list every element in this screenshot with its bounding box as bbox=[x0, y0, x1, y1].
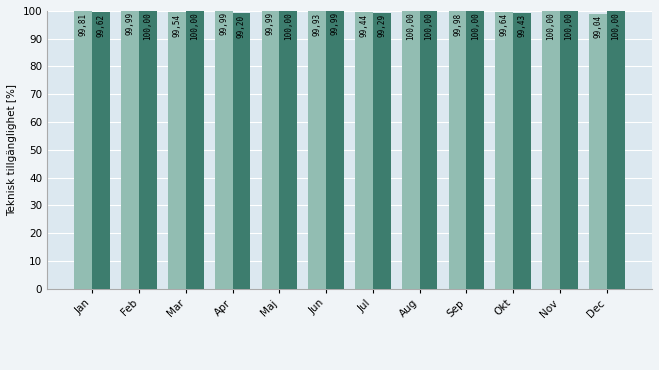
Text: 99,93: 99,93 bbox=[313, 13, 322, 36]
Bar bbox=[186, 11, 204, 289]
Text: 99,54: 99,54 bbox=[173, 14, 181, 37]
Bar bbox=[607, 11, 625, 289]
Text: 99,99: 99,99 bbox=[266, 12, 275, 36]
Bar bbox=[589, 14, 607, 289]
Text: 99,20: 99,20 bbox=[237, 14, 246, 38]
Text: 100,00: 100,00 bbox=[611, 12, 620, 40]
Text: 99,62: 99,62 bbox=[97, 13, 105, 37]
Bar bbox=[496, 12, 513, 289]
Bar bbox=[308, 11, 326, 289]
Text: 100,00: 100,00 bbox=[564, 12, 573, 40]
Bar bbox=[215, 11, 233, 289]
Text: 100,00: 100,00 bbox=[190, 12, 199, 40]
Bar bbox=[560, 11, 578, 289]
Bar bbox=[326, 11, 344, 289]
Text: 99,81: 99,81 bbox=[79, 13, 88, 36]
Text: 99,04: 99,04 bbox=[593, 15, 602, 38]
Text: 99,29: 99,29 bbox=[378, 14, 386, 37]
Bar bbox=[467, 11, 484, 289]
Bar bbox=[355, 13, 373, 289]
Text: 99,43: 99,43 bbox=[517, 14, 527, 37]
Bar bbox=[373, 13, 391, 289]
Text: 100,00: 100,00 bbox=[284, 12, 293, 40]
Text: 99,99: 99,99 bbox=[126, 12, 134, 36]
Bar bbox=[262, 11, 279, 289]
Bar bbox=[449, 11, 467, 289]
Bar bbox=[513, 13, 531, 289]
Bar bbox=[168, 12, 186, 289]
Text: 100,00: 100,00 bbox=[407, 12, 415, 40]
Text: 100,00: 100,00 bbox=[424, 12, 433, 40]
Bar bbox=[74, 11, 92, 289]
Text: 99,99: 99,99 bbox=[331, 12, 339, 36]
Bar bbox=[92, 12, 110, 289]
Text: 100,00: 100,00 bbox=[144, 12, 152, 40]
Text: 100,00: 100,00 bbox=[546, 12, 556, 40]
Bar bbox=[233, 13, 250, 289]
Bar bbox=[279, 11, 297, 289]
Text: 100,00: 100,00 bbox=[471, 12, 480, 40]
Text: 99,64: 99,64 bbox=[500, 13, 509, 37]
Text: 99,98: 99,98 bbox=[453, 12, 462, 36]
Bar bbox=[139, 11, 157, 289]
Y-axis label: Teknisk tillgänglighet [%]: Teknisk tillgänglighet [%] bbox=[7, 84, 17, 216]
Bar bbox=[542, 11, 560, 289]
Bar bbox=[420, 11, 438, 289]
Bar bbox=[121, 11, 139, 289]
Text: 99,99: 99,99 bbox=[219, 12, 228, 36]
Bar bbox=[402, 11, 420, 289]
Text: 99,44: 99,44 bbox=[360, 14, 368, 37]
